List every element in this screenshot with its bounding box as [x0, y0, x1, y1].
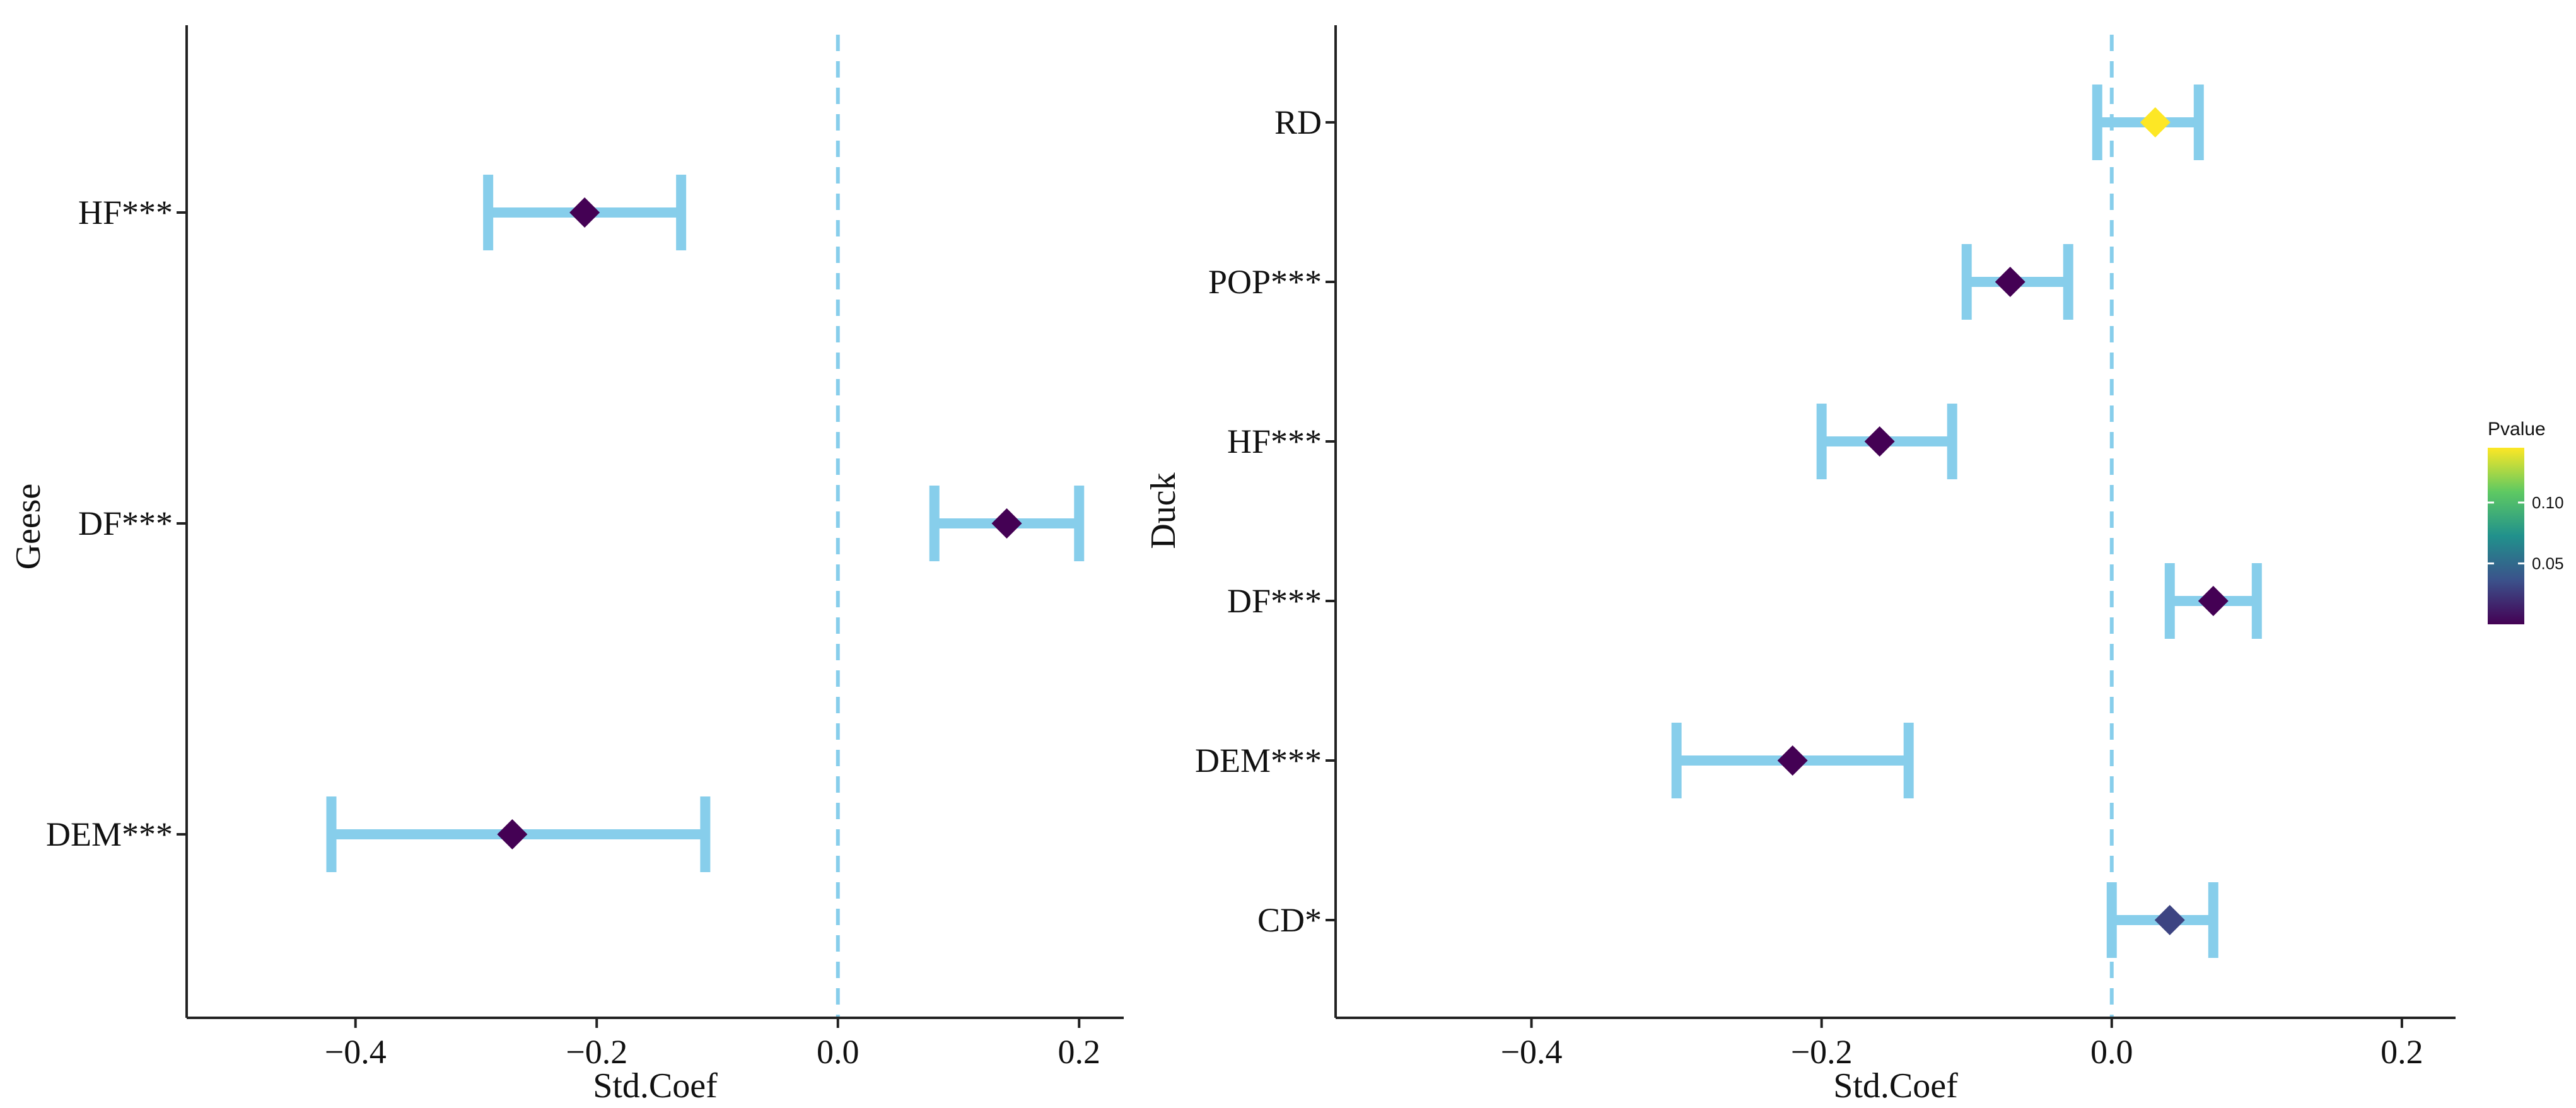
geese-marks — [326, 175, 1085, 872]
geese-point-estimate — [497, 819, 528, 849]
duck-point-estimate — [2154, 905, 2185, 935]
geese-y-tick-label: DEM*** — [46, 815, 173, 853]
pvalue-legend: Pvalue 0.10 0.05 — [2488, 419, 2564, 624]
geese-x-ticks: −0.4 −0.2 0.0 0.2 — [325, 1018, 1100, 1071]
duck-point-estimate — [2198, 586, 2229, 616]
duck-y-tick-label: RD — [1274, 103, 1322, 141]
geese-x-tick-label: 0.0 — [817, 1033, 860, 1071]
geese-y-axis-title: Geese — [9, 484, 48, 570]
duck-point-estimate — [1777, 745, 1808, 776]
legend-colorbar — [2488, 448, 2524, 624]
duck-y-tick-label: DF*** — [1227, 582, 1322, 620]
duck-point-estimate — [2140, 107, 2171, 137]
duck-x-tick-label: 0.2 — [2381, 1033, 2423, 1071]
duck-x-axis-title: Std.Coef — [1833, 1066, 1958, 1105]
duck-y-tick-label: CD* — [1257, 901, 1322, 939]
geese-point-estimate — [991, 508, 1022, 539]
duck-y-tick-label: POP*** — [1208, 263, 1322, 301]
legend-tick-label: 0.10 — [2532, 493, 2564, 512]
geese-x-tick-label: −0.4 — [325, 1033, 387, 1071]
geese-y-tick-label: HF*** — [78, 194, 173, 231]
duck-x-tick-label: −0.4 — [1501, 1033, 1563, 1071]
duck-x-tick-label: −0.2 — [1791, 1033, 1853, 1071]
duck-y-ticks: RD POP*** HF*** DF*** DEM*** CD* — [1195, 103, 1336, 939]
duck-x-ticks: −0.4 −0.2 0.0 0.2 — [1501, 1018, 2423, 1071]
duck-x-tick-label: 0.0 — [2090, 1033, 2133, 1071]
duck-panel: RD POP*** HF*** DF*** DEM*** CD* −0.4 −0.2 0.0 0… — [1144, 25, 2456, 1105]
geese-y-tick-label: DF*** — [78, 504, 173, 542]
duck-point-estimate — [1864, 426, 1895, 457]
geese-point-estimate — [569, 197, 600, 228]
geese-panel: HF*** DF*** DEM*** −0.4 −0.2 0.0 0.2 Std.Coef… — [9, 25, 1124, 1105]
duck-point-estimate — [1995, 267, 2025, 297]
legend-title: Pvalue — [2488, 419, 2546, 440]
geese-y-ticks: HF*** DF*** DEM*** — [46, 194, 187, 853]
duck-y-tick-label: HF*** — [1227, 423, 1322, 460]
geese-x-axis-title: Std.Coef — [593, 1066, 718, 1105]
geese-x-tick-label: 0.2 — [1058, 1033, 1100, 1071]
duck-marks — [1671, 85, 2262, 958]
duck-y-tick-label: DEM*** — [1195, 742, 1322, 779]
geese-x-tick-label: −0.2 — [566, 1033, 627, 1071]
legend-ticks: 0.10 0.05 — [2488, 493, 2564, 573]
duck-y-axis-title: Duck — [1144, 472, 1183, 549]
legend-tick-label: 0.05 — [2532, 554, 2564, 573]
